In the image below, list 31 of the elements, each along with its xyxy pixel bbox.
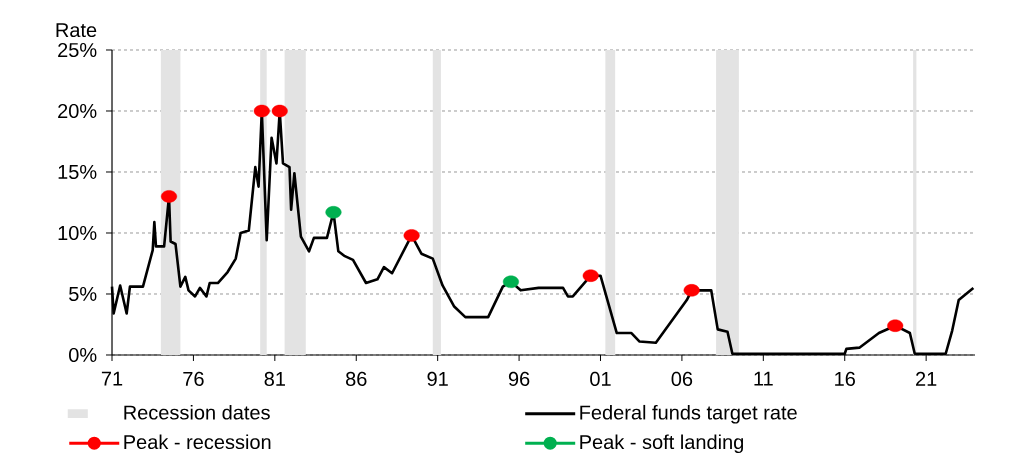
x-tick-label: 01 [590, 371, 611, 387]
point [271, 104, 288, 118]
point [683, 284, 700, 297]
point [161, 190, 177, 203]
x-tick-label: 96 [508, 371, 530, 387]
legend-label: Peak - recession [124, 434, 271, 450]
x-tick-label: 76 [183, 371, 204, 387]
x-tick-label: 86 [345, 371, 367, 387]
point [325, 206, 342, 219]
y-axis-title: Rate [56, 23, 97, 38]
y-tick-label: 20% [58, 103, 97, 119]
legend-label: Peak - soft landing [580, 434, 744, 454]
x-tick-label: 81 [264, 371, 285, 387]
point [253, 104, 270, 118]
y-tick-label: 0% [69, 347, 97, 363]
x-tick-label: 16 [835, 371, 855, 387]
legend-label: Federal funds target rate [580, 404, 797, 424]
x-tick-label: 71 [101, 371, 123, 386]
x-tick-label: 06 [671, 371, 693, 387]
legend-label: Recession dates [124, 404, 270, 420]
point [403, 229, 420, 242]
point [887, 319, 904, 332]
point [582, 269, 599, 282]
y-tick-label: 5% [69, 286, 97, 302]
x-tick-label: 11 [754, 371, 773, 386]
x-tick-label: 21 [916, 371, 937, 386]
x-tick-label: 91 [427, 371, 448, 387]
y-tick-label: 25% [58, 42, 97, 58]
y-tick-label: 15% [58, 164, 97, 180]
y-tick-label: 10% [58, 225, 97, 241]
point [502, 275, 519, 288]
